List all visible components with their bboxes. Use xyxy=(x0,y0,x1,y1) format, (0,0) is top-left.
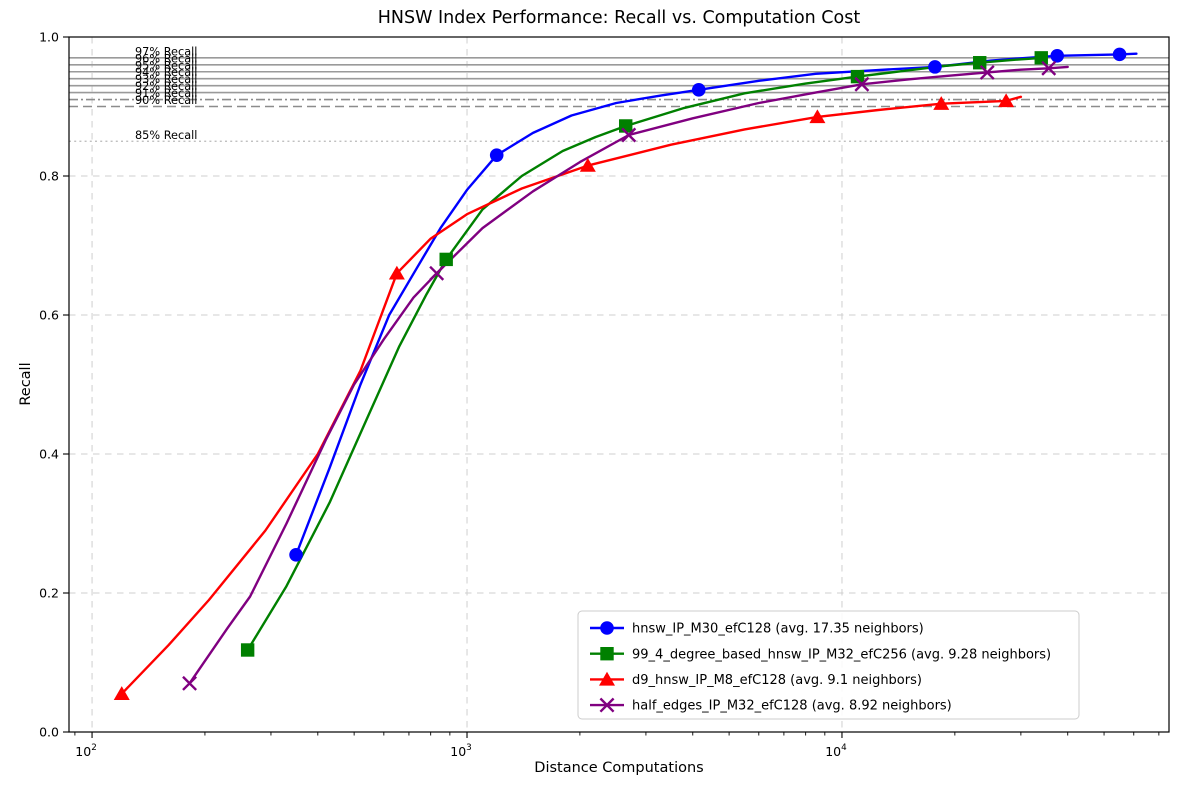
series-markers-99_4_degree_based_hnsw_IP_M32_efC256 xyxy=(240,51,1048,657)
data-point xyxy=(1034,51,1048,65)
y-tick-label: 0.6 xyxy=(39,307,59,322)
y-tick-label: 0.2 xyxy=(39,585,59,600)
data-point xyxy=(854,76,870,92)
series-markers-half_edges_IP_M32_efC128 xyxy=(182,60,1057,691)
legend: hnsw_IP_M30_efC128 (avg. 17.35 neighbors… xyxy=(577,610,1080,720)
series-line-half_edges_IP_M32_efC128 xyxy=(188,65,1069,685)
legend-marker-circle xyxy=(600,621,614,635)
legend-item-half_edges_IP_M32_efC128: half_edges_IP_M32_efC128 (avg. 8.92 neig… xyxy=(590,697,952,714)
series-group xyxy=(113,47,1138,700)
legend-item-d9_hnsw_IP_M8_efC128: d9_hnsw_IP_M8_efC128 (avg. 9.1 neighbors… xyxy=(590,671,922,688)
legend-marker-x xyxy=(599,697,615,713)
data-point xyxy=(809,109,826,124)
y-axis-label: Recall xyxy=(18,362,34,406)
y-tick-label: 1.0 xyxy=(39,29,59,44)
data-point xyxy=(979,64,995,80)
legend-label: hnsw_IP_M30_efC128 (avg. 17.35 neighbors… xyxy=(632,622,924,637)
data-point xyxy=(933,96,950,110)
data-point xyxy=(289,547,303,562)
data-point xyxy=(240,643,255,657)
legend-box xyxy=(577,610,1080,720)
y-tick-label: 0.8 xyxy=(39,168,59,183)
reference-line-label: 97% Recall xyxy=(135,45,197,58)
data-point xyxy=(1041,60,1057,76)
data-point xyxy=(1050,48,1065,63)
axes-box xyxy=(68,36,1170,733)
data-point xyxy=(439,252,453,267)
data-point xyxy=(429,265,445,281)
legend-label: d9_hnsw_IP_M8_efC128 (avg. 9.1 neighbors… xyxy=(632,673,922,688)
reference-line-label: 91% Recall xyxy=(135,87,197,100)
legend-marker-triangle xyxy=(599,671,615,686)
data-point xyxy=(1112,47,1127,62)
legend-item-99_4_degree_based_hnsw_IP_M32_efC256: 99_4_degree_based_hnsw_IP_M32_efC256 (av… xyxy=(590,647,1051,662)
reference-line-label: 92% Recall xyxy=(135,80,197,93)
data-point xyxy=(489,148,504,162)
data-point xyxy=(113,686,130,700)
data-point xyxy=(691,83,706,97)
reference-line-label: 94% Recall xyxy=(135,66,197,79)
x-tick-label: 102 xyxy=(75,743,97,759)
data-point xyxy=(182,675,198,691)
y-tick-label: 0.0 xyxy=(39,724,59,739)
data-point xyxy=(579,157,596,172)
data-point xyxy=(850,69,865,84)
x-axis-label: Distance Computations xyxy=(534,760,704,776)
reference-line-label: 95% Recall xyxy=(135,59,197,72)
reference-line-label: 90% Recall xyxy=(135,94,197,107)
data-point xyxy=(621,127,637,143)
legend-label: half_edges_IP_M32_efC128 (avg. 8.92 neig… xyxy=(632,699,952,714)
reference-line-label: 96% Recall xyxy=(135,52,197,65)
x-tick-label: 104 xyxy=(825,743,847,759)
series-line-d9_hnsw_IP_M8_efC128 xyxy=(120,95,1023,695)
y-tick-label: 0.4 xyxy=(39,446,59,461)
data-point xyxy=(973,56,987,70)
x-tick-label: 103 xyxy=(450,743,472,759)
legend-label: 99_4_degree_based_hnsw_IP_M32_efC256 (av… xyxy=(632,647,1051,662)
y-axis: 0.0 0.2 0.4 0.6 0.8 1.0 xyxy=(39,29,69,739)
x-axis: 102 103 104 xyxy=(74,732,1160,759)
reference-line-label: 85% Recall xyxy=(135,129,197,142)
data-point xyxy=(998,93,1015,108)
data-point xyxy=(928,60,942,74)
reference-line-label: 93% Recall xyxy=(135,73,197,86)
data-point xyxy=(388,265,405,280)
legend-marker-square xyxy=(600,647,614,661)
series-markers-d9_hnsw_IP_M8_efC128 xyxy=(113,93,1015,700)
series-markers-hnsw_IP_M30_efC128 xyxy=(289,47,1127,562)
chart-title: HNSW Index Performance: Recall vs. Compu… xyxy=(377,8,861,28)
legend-item-hnsw_IP_M30_efC128: hnsw_IP_M30_efC128 (avg. 17.35 neighbors… xyxy=(590,621,924,637)
